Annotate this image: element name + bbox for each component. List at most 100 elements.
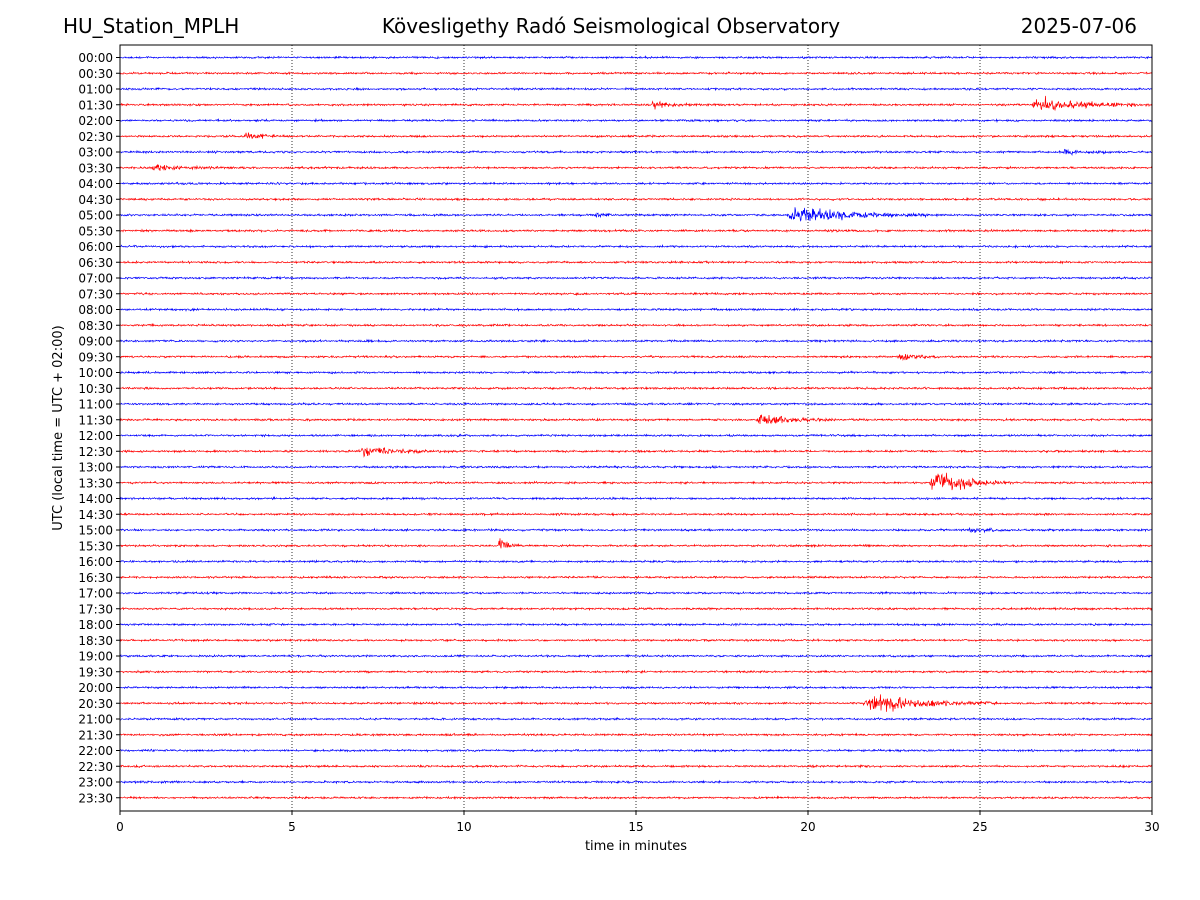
trace-1900 bbox=[119, 653, 1153, 659]
trace-0930 bbox=[119, 354, 1153, 361]
row-label: 10:30 bbox=[78, 382, 113, 396]
row-label: 18:00 bbox=[78, 618, 113, 632]
trace-1930 bbox=[119, 669, 1153, 675]
row-label: 00:00 bbox=[78, 51, 113, 65]
row-label: 11:00 bbox=[78, 398, 113, 412]
row-label: 01:00 bbox=[78, 83, 113, 97]
trace-1200 bbox=[119, 433, 1153, 438]
row-label: 22:30 bbox=[78, 760, 113, 774]
trace-0330 bbox=[119, 164, 1153, 171]
trace-1730 bbox=[119, 606, 1153, 612]
x-tick-label: 0 bbox=[116, 820, 124, 834]
trace-1100 bbox=[119, 401, 1153, 407]
observatory-title: Kövesligethy Radó Seismological Observat… bbox=[381, 14, 841, 38]
trace-1400 bbox=[119, 495, 1153, 501]
trace-1530 bbox=[119, 538, 1153, 549]
trace-1830 bbox=[119, 637, 1153, 643]
trace-0200 bbox=[119, 117, 1153, 124]
row-label: 11:30 bbox=[78, 413, 113, 427]
row-label: 08:00 bbox=[78, 303, 113, 317]
trace-0700 bbox=[119, 275, 1153, 281]
x-tick-label: 25 bbox=[972, 820, 987, 834]
trace-0730 bbox=[119, 291, 1153, 297]
trace-0530 bbox=[119, 228, 1153, 234]
x-tick-label: 10 bbox=[456, 820, 471, 834]
trace-0600 bbox=[119, 244, 1153, 250]
trace-2200 bbox=[119, 748, 1153, 753]
row-label: 04:00 bbox=[78, 177, 113, 191]
x-tick-label: 15 bbox=[628, 820, 643, 834]
row-label: 18:30 bbox=[78, 634, 113, 648]
y-axis-label: UTC (local time = UTC + 02:00) bbox=[51, 325, 66, 530]
row-label: 02:00 bbox=[78, 114, 113, 128]
trace-0830 bbox=[119, 322, 1153, 328]
row-label: 13:30 bbox=[78, 476, 113, 490]
grid-lines bbox=[291, 45, 981, 811]
row-label: 23:00 bbox=[78, 776, 113, 790]
row-label: 07:00 bbox=[78, 272, 113, 286]
trace-0300 bbox=[119, 148, 1153, 157]
trace-1000 bbox=[119, 370, 1153, 375]
row-label: 19:30 bbox=[78, 665, 113, 679]
row-label: 21:00 bbox=[78, 713, 113, 727]
trace-1430 bbox=[119, 511, 1153, 517]
row-label: 15:30 bbox=[78, 539, 113, 553]
trace-0430 bbox=[119, 196, 1153, 202]
trace-0900 bbox=[119, 338, 1153, 344]
row-label: 12:00 bbox=[78, 429, 113, 443]
trace-2330 bbox=[119, 795, 1153, 800]
trace-1600 bbox=[119, 559, 1153, 564]
record-date: 2025-07-06 bbox=[1020, 14, 1137, 38]
row-label: 20:30 bbox=[78, 697, 113, 711]
row-label: 06:30 bbox=[78, 256, 113, 270]
trace-0800 bbox=[119, 307, 1153, 312]
trace-0500 bbox=[119, 207, 1153, 222]
row-label: 15:00 bbox=[78, 524, 113, 538]
trace-0100 bbox=[119, 86, 1153, 92]
trace-0230 bbox=[119, 132, 1153, 139]
row-label: 16:00 bbox=[78, 555, 113, 569]
trace-2230 bbox=[119, 763, 1153, 769]
row-label: 03:30 bbox=[78, 161, 113, 175]
trace-2000 bbox=[119, 685, 1153, 690]
row-label: 12:30 bbox=[78, 445, 113, 459]
row-label: 03:00 bbox=[78, 146, 113, 160]
row-label: 17:30 bbox=[78, 602, 113, 616]
trace-1230 bbox=[119, 447, 1153, 458]
station-name: HU_Station_MPLH bbox=[63, 14, 240, 38]
row-label: 19:00 bbox=[78, 650, 113, 664]
row-label: 05:00 bbox=[78, 209, 113, 223]
row-label: 21:30 bbox=[78, 728, 113, 742]
row-label: 10:00 bbox=[78, 366, 113, 380]
trace-0030 bbox=[119, 71, 1153, 76]
row-label: 09:00 bbox=[78, 335, 113, 349]
row-label: 04:30 bbox=[78, 193, 113, 207]
row-label: 08:30 bbox=[78, 319, 113, 333]
trace-2100 bbox=[119, 716, 1153, 722]
x-axis-label: time in minutes bbox=[585, 839, 687, 854]
x-tick-label: 20 bbox=[800, 820, 815, 834]
trace-1130 bbox=[119, 414, 1153, 425]
trace-2300 bbox=[119, 779, 1153, 785]
trace-1700 bbox=[119, 590, 1153, 596]
seismic-traces bbox=[119, 55, 1153, 800]
row-label: 14:30 bbox=[78, 508, 113, 522]
row-label: 23:30 bbox=[78, 791, 113, 805]
row-label: 20:00 bbox=[78, 681, 113, 695]
x-tick-label: 30 bbox=[1144, 820, 1159, 834]
trace-1030 bbox=[119, 386, 1153, 391]
row-label: 22:00 bbox=[78, 744, 113, 758]
trace-1800 bbox=[119, 622, 1153, 627]
row-label: 07:30 bbox=[78, 287, 113, 301]
trace-0130 bbox=[119, 95, 1153, 112]
row-label: 09:30 bbox=[78, 350, 113, 364]
trace-0630 bbox=[119, 259, 1153, 265]
x-axis-ticks: 0 5 10 15 20 25 30 bbox=[116, 811, 1160, 834]
trace-2130 bbox=[119, 732, 1153, 737]
trace-1330 bbox=[119, 472, 1153, 491]
row-label: 00:30 bbox=[78, 67, 113, 81]
trace-1300 bbox=[119, 464, 1153, 470]
row-label: 14:00 bbox=[78, 492, 113, 506]
